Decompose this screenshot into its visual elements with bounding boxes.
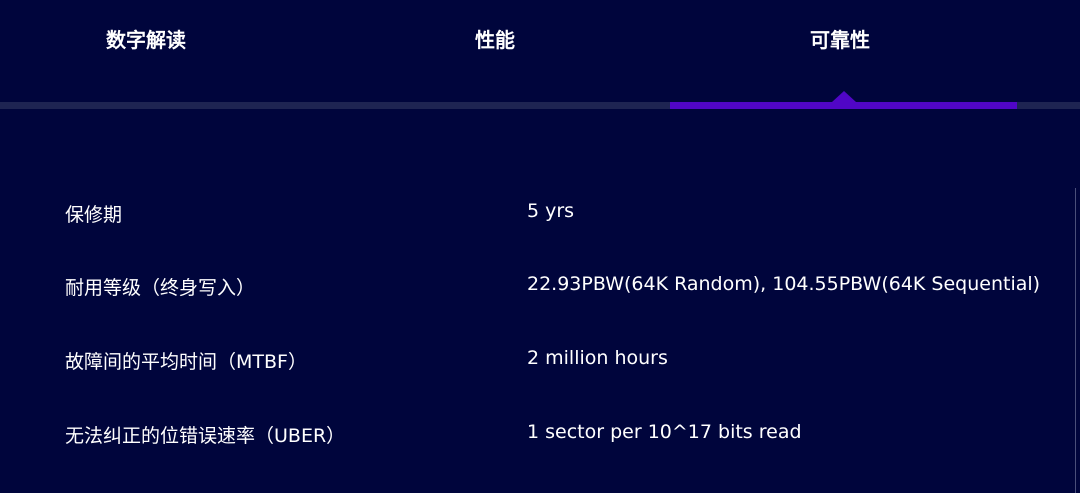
- spec-value: 22.93PBW(64K Random), 104.55PBW(64K Sequ…: [527, 273, 1041, 295]
- tab-performance[interactable]: 性能: [475, 28, 515, 52]
- tab-digital-interpretation[interactable]: 数字解读: [106, 28, 186, 52]
- spec-value: 5 yrs: [527, 200, 575, 222]
- spec-label: 故障间的平均时间（MTBF）: [65, 351, 307, 373]
- spec-label: 保修期: [65, 204, 123, 226]
- spec-value: 2 million hours: [527, 347, 668, 369]
- spec-value: 1 sector per 10^17 bits read: [527, 421, 802, 443]
- spec-label: 无法纠正的位错误速率（UBER）: [65, 425, 346, 447]
- tab-reliability[interactable]: 可靠性: [810, 28, 870, 52]
- spec-label: 耐用等级（终身写入）: [65, 277, 256, 299]
- tab-track: [0, 102, 1080, 109]
- active-tab-indicator: [670, 102, 1017, 109]
- scrollbar[interactable]: [1075, 188, 1076, 493]
- active-tab-caret-icon: [832, 91, 856, 102]
